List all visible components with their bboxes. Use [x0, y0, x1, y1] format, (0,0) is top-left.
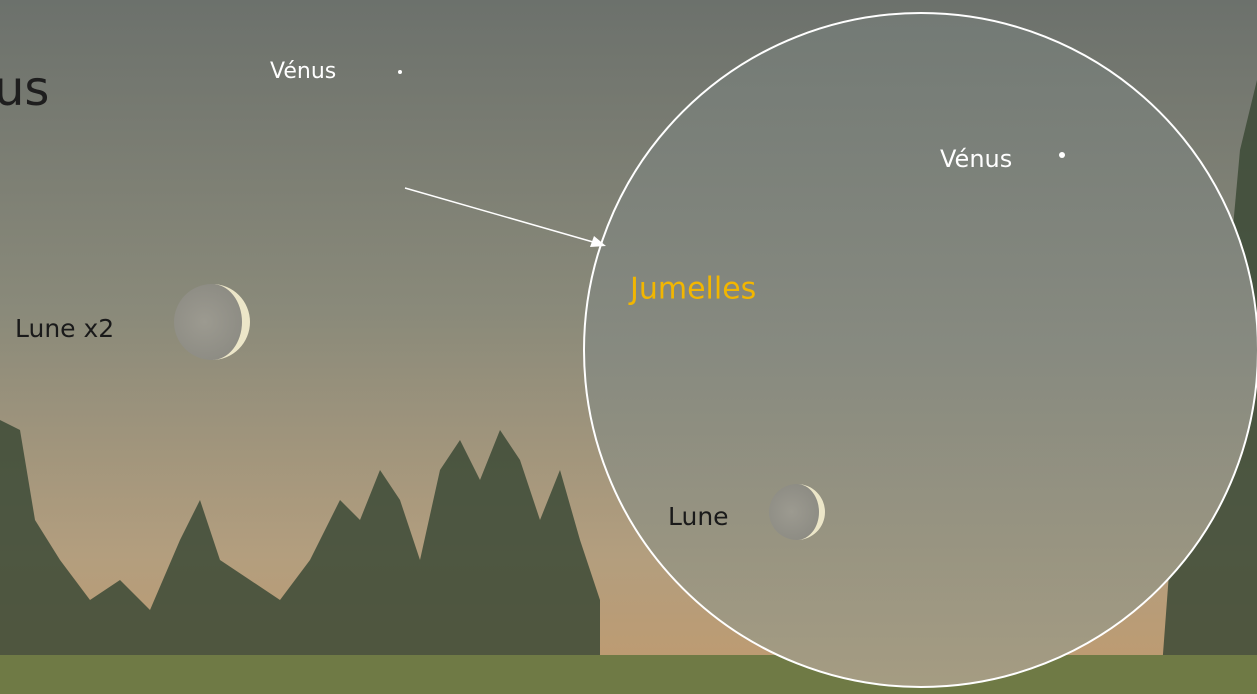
- moon-label: Lune x2: [15, 314, 114, 343]
- venus-label-zoom: Vénus: [940, 145, 1012, 173]
- binocular-title: Jumelles: [628, 272, 756, 307]
- venus-label: Vénus: [270, 59, 336, 84]
- venus-dot: [398, 70, 402, 74]
- moon-zoom: [769, 484, 825, 540]
- grass: [0, 655, 1257, 694]
- moon-label-zoom: Lune: [668, 502, 729, 531]
- venus-dot-zoom: [1059, 152, 1065, 158]
- binocular-circle: [583, 12, 1257, 688]
- moon: [174, 284, 250, 360]
- title-fragment: us: [0, 61, 49, 117]
- arrow-line: [404, 187, 601, 245]
- arrow-head: [590, 236, 606, 247]
